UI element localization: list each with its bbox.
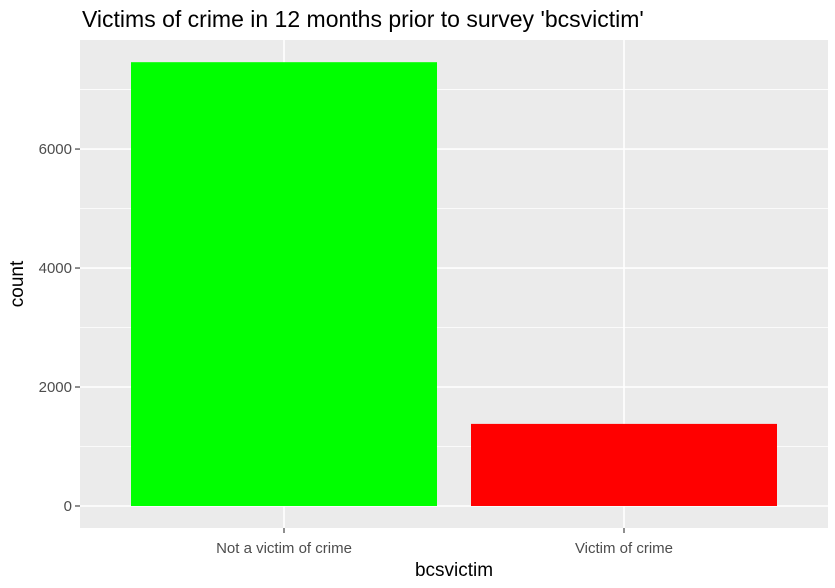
- x-axis: Not a victim of crime Victim of crime: [216, 528, 673, 557]
- y-tick-label: 2000: [39, 379, 72, 396]
- chart-title: Victims of crime in 12 months prior to s…: [82, 6, 644, 32]
- x-axis-title: bcsvictim: [415, 560, 493, 581]
- bar-victim: [471, 423, 777, 506]
- x-tick-label: Victim of crime: [575, 540, 673, 557]
- y-tick-label: 6000: [39, 141, 72, 158]
- x-tick-label: Not a victim of crime: [216, 540, 352, 557]
- y-axis-title: count: [7, 260, 28, 307]
- bars: [131, 62, 777, 506]
- y-axis: 0 2000 4000 6000: [39, 141, 80, 515]
- y-tick-label: 4000: [39, 260, 72, 277]
- bar-not-a-victim: [131, 62, 437, 506]
- y-tick-label: 0: [64, 498, 72, 515]
